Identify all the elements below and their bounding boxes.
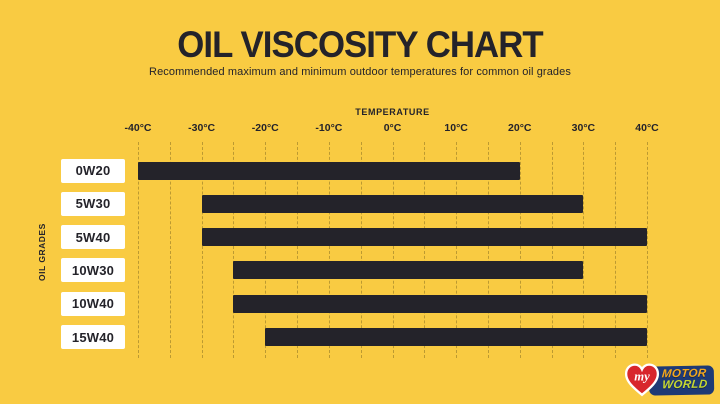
x-tick-label: -20°C (251, 122, 279, 134)
range-bar-15W40 (265, 328, 647, 346)
gridline--10 (328, 142, 330, 358)
x-axis-title: TEMPERATURE (355, 107, 430, 117)
gridline-40 (647, 142, 648, 358)
gridline-25 (551, 142, 553, 358)
gridline--35 (169, 142, 171, 358)
gridline-30 (583, 142, 585, 358)
range-bar-5W30 (201, 194, 584, 213)
grade-label-10W30: 10W30 (61, 258, 125, 283)
grade-label-5W40: 5W40 (61, 225, 125, 250)
x-tick-label: 10°C (444, 122, 468, 134)
grade-label-0W20: 0W20 (61, 158, 125, 183)
page-title: OIL VISCOSITY CHART (177, 24, 543, 65)
page-subtitle: Recommended maximum and minimum outdoor … (149, 66, 571, 78)
gridline-5 (424, 142, 426, 358)
range-bar-10W40 (233, 294, 647, 313)
grade-label-5W30: 5W30 (61, 191, 125, 216)
gridline-35 (615, 142, 617, 358)
x-tick-label: -40°C (124, 122, 152, 134)
grade-label-15W40: 15W40 (61, 325, 125, 349)
gridline--40 (138, 142, 139, 358)
heart-icon: my (624, 362, 660, 398)
logo-my-text: my (634, 370, 650, 384)
x-tick-label: 40°C (635, 122, 659, 134)
gridline--30 (201, 142, 203, 358)
gridline-10 (456, 142, 458, 358)
x-tick-label: -30°C (188, 122, 216, 134)
gridline-15 (487, 142, 489, 358)
heart-shape (624, 363, 659, 397)
gridline--15 (297, 142, 299, 358)
gridline--20 (265, 142, 267, 358)
gridline--5 (360, 142, 362, 358)
x-tick-label: 0°C (383, 122, 402, 134)
gridline-20 (519, 142, 521, 358)
x-tick-label: 30°C (571, 122, 596, 134)
grade-label-10W40: 10W40 (61, 291, 125, 316)
y-axis-title: OIL GRADES (37, 223, 47, 281)
logo-world-text: WORLD (661, 378, 708, 391)
range-bar-10W30 (233, 261, 584, 280)
gridline-0 (392, 142, 394, 358)
motor-world-logo: my MOTOR WORLD (624, 362, 715, 398)
gridline--25 (233, 142, 235, 358)
range-bar-5W40 (201, 228, 647, 247)
x-tick-label: -10°C (315, 122, 343, 134)
range-bar-0W20 (138, 161, 520, 180)
x-tick-label: 20°C (508, 122, 532, 134)
